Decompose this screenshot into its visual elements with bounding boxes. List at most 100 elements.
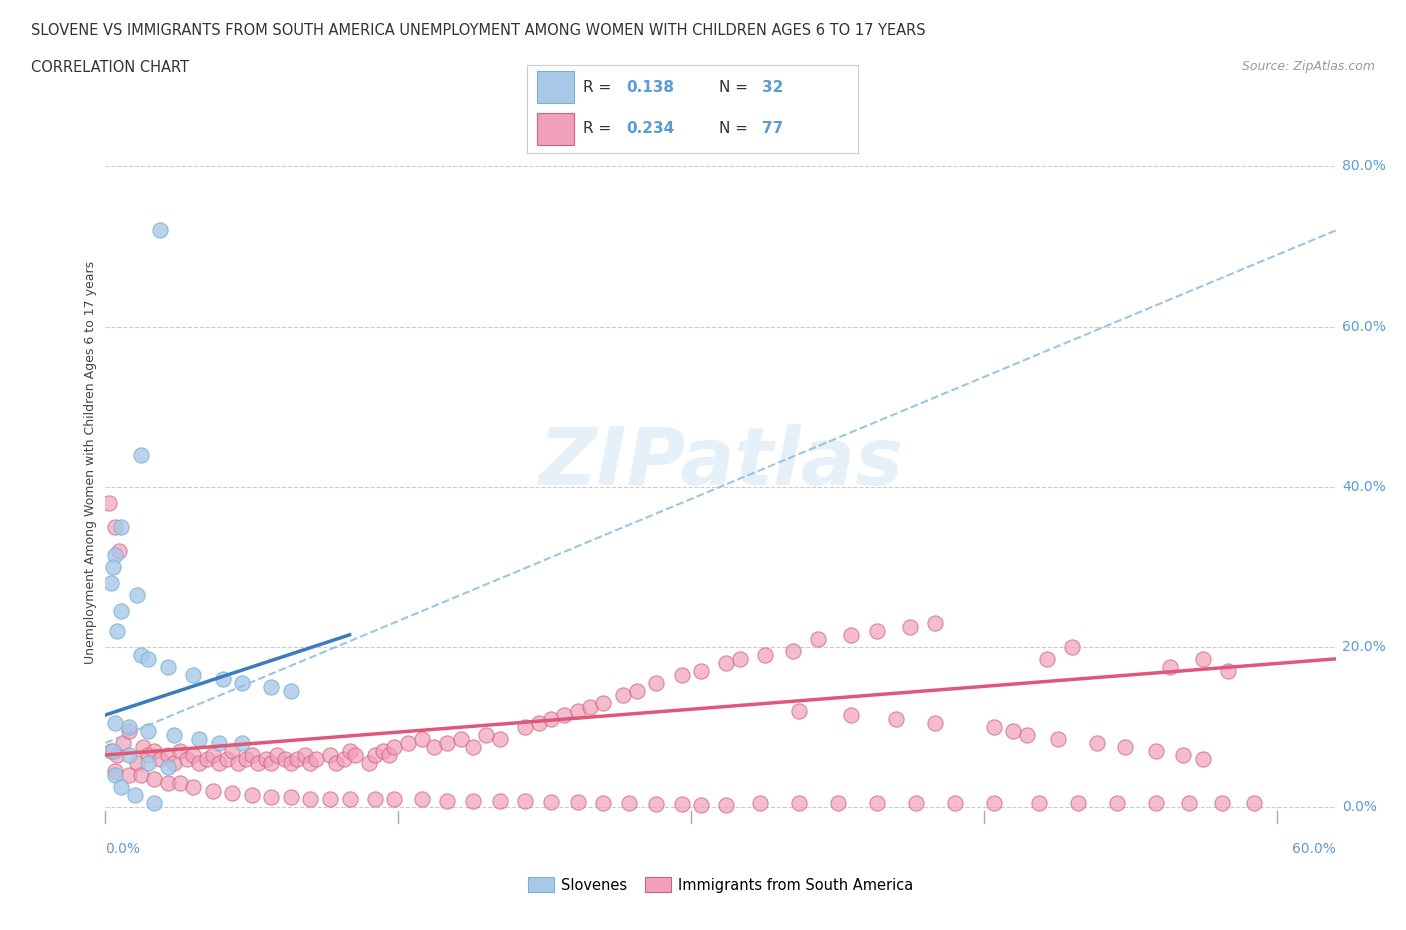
Text: 60.0%: 60.0% (1292, 842, 1336, 856)
Point (104, 548, 127, 563)
Point (299, 755, 322, 770)
Point (422, 739, 444, 754)
Point (98, 496, 121, 511)
Point (108, 543, 131, 558)
Point (690, 797, 713, 812)
Point (211, 671, 233, 686)
Point (384, 739, 406, 754)
Point (898, 619, 921, 634)
Point (357, 755, 380, 770)
Text: R =: R = (583, 121, 612, 136)
Point (866, 623, 889, 638)
Point (377, 748, 399, 763)
Point (138, 651, 160, 666)
Text: 60.0%: 60.0% (1341, 320, 1386, 334)
Legend: Slovenes, Immigrants from South America: Slovenes, Immigrants from South America (522, 871, 920, 898)
Point (339, 744, 361, 759)
Point (112, 736, 135, 751)
Point (235, 751, 257, 766)
Point (129, 647, 152, 662)
Point (103, 744, 125, 759)
Point (305, 751, 328, 766)
Point (1087, 736, 1109, 751)
Point (254, 751, 277, 766)
Point (515, 793, 537, 808)
Point (787, 703, 810, 718)
Point (138, 724, 160, 738)
Text: 77: 77 (762, 121, 783, 136)
Point (1035, 651, 1057, 666)
Point (364, 748, 387, 763)
Text: Source: ZipAtlas.com: Source: ZipAtlas.com (1241, 60, 1375, 73)
Point (280, 755, 302, 770)
Point (983, 795, 1005, 810)
Point (489, 793, 512, 808)
Point (943, 795, 966, 810)
Text: R =: R = (583, 80, 612, 95)
Point (124, 788, 146, 803)
Point (240, 748, 263, 763)
Point (201, 748, 224, 763)
Point (246, 755, 269, 770)
Point (332, 751, 354, 766)
Point (1002, 724, 1025, 738)
Point (104, 715, 127, 730)
Point (396, 736, 419, 751)
Point (1114, 739, 1136, 754)
Text: 32: 32 (762, 80, 783, 95)
Point (384, 791, 406, 806)
Point (924, 715, 946, 730)
Point (118, 724, 141, 738)
Point (461, 739, 484, 754)
Point (450, 732, 472, 747)
Point (110, 779, 132, 794)
Point (325, 755, 347, 770)
Point (1105, 795, 1128, 810)
Point (567, 795, 589, 810)
Point (1218, 663, 1240, 678)
Point (215, 751, 238, 766)
Point (787, 795, 810, 810)
Point (100, 744, 122, 759)
Point (364, 791, 387, 806)
Point (626, 684, 648, 698)
Text: SLOVENE VS IMMIGRANTS FROM SOUTH AMERICA UNEMPLOYMENT AMONG WOMEN WITH CHILDREN : SLOVENE VS IMMIGRANTS FROM SOUTH AMERICA… (31, 23, 925, 38)
Point (221, 785, 243, 800)
Text: 0.138: 0.138 (627, 80, 675, 95)
Bar (537, 113, 574, 145)
Bar (537, 72, 574, 103)
Point (904, 795, 927, 810)
Text: N =: N = (718, 80, 748, 95)
Point (125, 755, 148, 770)
Point (1047, 732, 1070, 747)
Point (1178, 795, 1201, 810)
Point (125, 588, 148, 603)
Point (924, 616, 946, 631)
Point (260, 790, 283, 804)
Point (461, 793, 484, 808)
Point (436, 736, 458, 751)
Point (1067, 795, 1090, 810)
Point (285, 751, 308, 766)
Point (104, 764, 127, 778)
Point (645, 675, 668, 690)
Point (827, 795, 849, 810)
Point (983, 720, 1005, 735)
Point (105, 748, 128, 763)
Point (527, 715, 550, 730)
Point (886, 711, 908, 726)
Point (671, 796, 693, 811)
Point (118, 748, 141, 763)
Point (156, 748, 179, 763)
Point (274, 751, 297, 766)
Point (201, 784, 224, 799)
Point (143, 744, 166, 759)
Point (690, 663, 713, 678)
Point (1173, 748, 1195, 763)
Point (645, 796, 668, 811)
Point (841, 628, 863, 643)
Text: N =: N = (718, 121, 748, 136)
Text: 0.0%: 0.0% (105, 842, 141, 856)
Point (515, 720, 537, 735)
Point (617, 795, 640, 810)
